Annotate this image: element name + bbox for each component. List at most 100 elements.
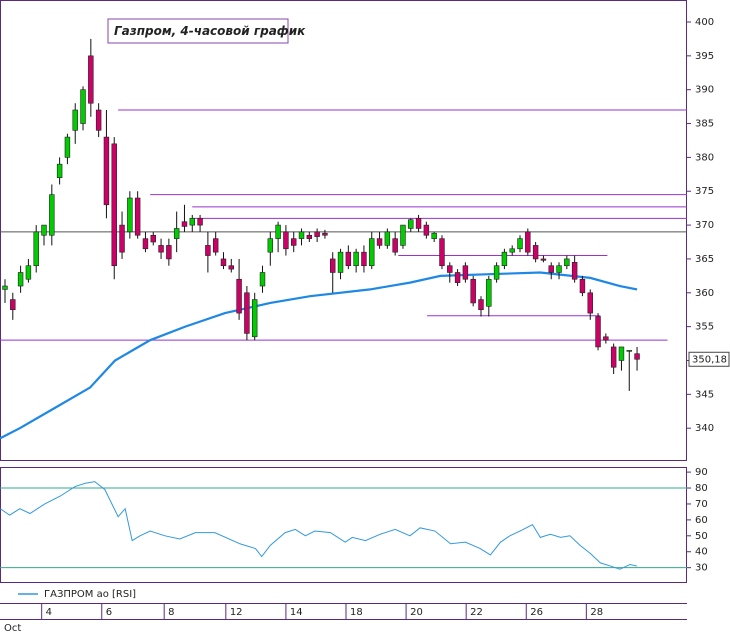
candle-body [275,224,281,239]
y-tick-label: 390 [695,85,714,96]
x-tick-label: 8 [168,607,174,618]
candle-body [634,353,640,360]
candle-body [579,278,586,294]
candle-body [369,238,375,267]
candle-body [462,265,469,280]
candle-body [493,265,500,280]
candle-body [197,218,203,226]
candle-body [337,251,344,273]
candle-body [267,238,274,253]
candle-body [142,238,149,250]
y-tick-label: 380 [695,152,714,163]
y-tick-label: 355 [695,322,714,333]
candle-body [392,238,398,253]
candle-body [384,231,391,246]
candle-body [540,258,547,261]
x-tick-label: 20 [410,607,423,618]
rsi-line [0,481,638,570]
candle-body [166,245,172,260]
candle-body [95,109,102,131]
price-panel [0,0,687,461]
x-tick-label: 28 [590,607,603,618]
y-tick-label: 40 [695,547,708,558]
candle-body [564,258,570,267]
candle-body [376,238,383,246]
candle-body [330,258,336,273]
rsi-panel [0,467,687,583]
candle-body [181,221,188,227]
y-tick-label: 345 [695,389,714,400]
candle-body [400,224,406,246]
candle-body [478,299,484,311]
candle-body [618,346,625,361]
candle-body [447,265,453,273]
candle-body [610,346,617,368]
candle-body [501,251,508,267]
last-price-box [688,351,730,367]
y-tick-label: 80 [695,483,708,494]
candle-body [345,251,352,267]
candle-body [25,265,32,280]
candle-body [88,55,94,104]
candle-body [556,265,562,273]
candle-body [127,197,133,233]
candle-body [470,278,476,304]
x-tick-label: 14 [290,607,303,618]
y-tick-label: 395 [695,51,714,62]
last-price-label: 350,18 [692,354,727,365]
candle-body [259,272,266,287]
candle-body [17,272,24,287]
x-tick-label: 6 [106,607,112,618]
candle-body [41,224,47,236]
candle-body [236,278,242,314]
x-tick-label: 4 [46,607,52,618]
x-tick-label: 12 [230,607,243,618]
candle-body [212,238,219,253]
candle-body [509,248,515,253]
candle-body [10,299,16,311]
candle-body [283,231,289,250]
candle-body [56,163,63,179]
x-tick-label: 26 [530,607,543,618]
y-tick-label: 375 [695,186,714,197]
legend-label: ГАЗПРОМ ao [RSI] [44,589,136,600]
candle-body [205,245,211,256]
y-tick-label: 370 [695,220,714,231]
candle-body [298,231,305,239]
candle-body [548,265,554,273]
candle-body [353,251,359,267]
x-tick-label: 18 [350,607,363,618]
candle-body [158,245,164,253]
y-tick-label: 385 [695,119,714,130]
candle-body [64,136,71,158]
y-tick-label: 70 [695,499,708,510]
candle-body [80,89,86,124]
y-tick-label: 360 [695,288,714,299]
candle-body [603,336,609,341]
candle-body [415,218,422,229]
candle-body [322,232,328,236]
moving-average [0,271,638,440]
candle-body [431,232,437,239]
y-tick-label: 400 [695,17,714,28]
candle-body [189,218,195,226]
candle-body [454,272,461,283]
candle-body [423,224,430,236]
candle-body [134,197,141,236]
title-box [107,18,289,44]
candle-body [408,219,414,229]
y-tick-label: 50 [695,531,708,542]
x-period-label: Oct [4,623,21,634]
candle-body [571,262,578,280]
chart-title: Газпром, 4-часовой график [114,24,306,38]
y-tick-label: 60 [695,515,708,526]
candle-body [290,238,297,246]
candle-body [173,228,180,239]
candle-body [33,231,39,267]
candle-body [103,136,110,206]
candle-body [72,109,78,131]
candle-body [361,251,367,267]
candle-body [220,258,227,267]
candle-body [49,194,55,236]
